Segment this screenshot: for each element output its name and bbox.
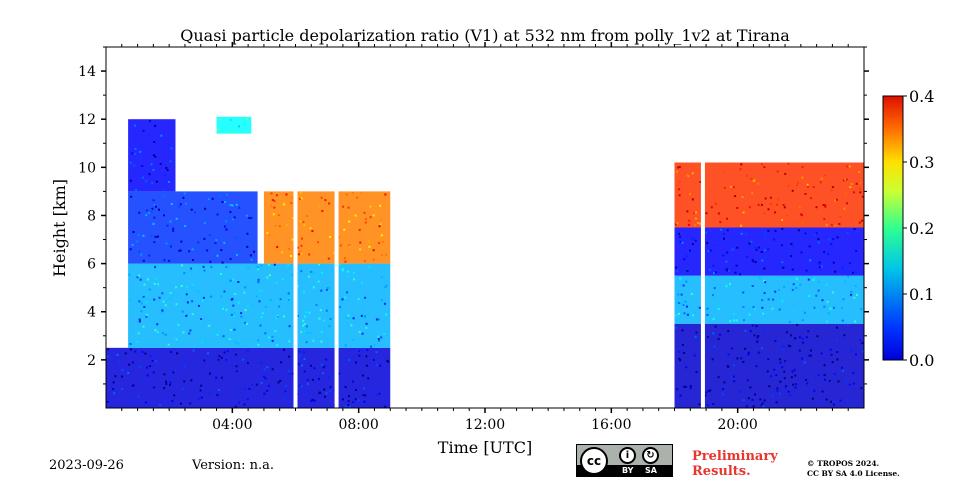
colorbar-tick-label-3: 0.3 bbox=[909, 153, 934, 172]
by-label: BY bbox=[622, 466, 634, 475]
preliminary-line1: Preliminary bbox=[692, 449, 778, 464]
sa-label: SA bbox=[645, 466, 657, 475]
heatmap-speckle-5 bbox=[266, 191, 388, 263]
colorbar-tick-label-0: 0.0 bbox=[909, 351, 934, 370]
copyright-notice: © TROPOS 2024. CC BY SA 4.0 License. bbox=[807, 459, 900, 479]
heatmap-speckle-9 bbox=[674, 162, 864, 227]
heatmap-layer-1 bbox=[128, 263, 391, 348]
depolarization-heatmap bbox=[106, 47, 864, 408]
footer-date: 2023-09-26 bbox=[49, 458, 124, 473]
data-gap-0 bbox=[293, 47, 298, 408]
colorbar-gradient bbox=[882, 95, 904, 361]
y-tick-label-3: 8 bbox=[87, 208, 96, 224]
copyright-line1: © TROPOS 2024. bbox=[807, 459, 880, 468]
y-tick-label-1: 4 bbox=[87, 305, 96, 321]
y-tick-label-0: 2 bbox=[87, 353, 96, 369]
x-tick-label-1: 08:00 bbox=[338, 417, 378, 433]
colorbar-tick-label-1: 0.1 bbox=[909, 285, 934, 304]
y-tick-label-6: 14 bbox=[78, 64, 96, 80]
heatmap-layer-2 bbox=[128, 191, 258, 264]
x-axis: 04:00 08:00 12:00 16:00 20:00 bbox=[121, 42, 849, 433]
heatmap-layer-8 bbox=[674, 227, 864, 276]
heatmap-speckle-2 bbox=[129, 191, 256, 264]
colorbar-tick-label-2: 0.2 bbox=[909, 219, 934, 238]
y-tick-label-4: 10 bbox=[78, 160, 96, 176]
heatmap-layer-3 bbox=[128, 119, 176, 192]
heatmap-layer-6 bbox=[674, 323, 864, 408]
y-axis-label: Height [km] bbox=[50, 179, 69, 277]
cc-badge-bar bbox=[577, 465, 672, 476]
heatmap-layer-0 bbox=[106, 347, 391, 408]
x-tick-label-4: 20:00 bbox=[717, 417, 757, 433]
heatmap-speckle-3 bbox=[129, 119, 175, 192]
heatmap-speckle-4 bbox=[217, 118, 248, 133]
preliminary-notice: Preliminary Results. bbox=[692, 449, 778, 479]
x-axis-label: Time [UTC] bbox=[438, 438, 532, 457]
cc-license-badge: cc i ↻ BY SA bbox=[576, 444, 673, 477]
x-tick-label-2: 12:00 bbox=[465, 417, 505, 433]
y-tick-label-5: 12 bbox=[78, 112, 96, 128]
heatmap-layer-5 bbox=[263, 191, 391, 264]
data-gap-2 bbox=[700, 47, 705, 408]
copyright-line2: CC BY SA 4.0 License. bbox=[807, 469, 900, 478]
colorbar: 0.0 0.1 0.2 0.3 0.4 bbox=[882, 87, 934, 370]
cc-logo-icon: cc bbox=[580, 447, 608, 475]
data-gap-1 bbox=[334, 47, 339, 408]
chart-title: Quasi particle depolarization ratio (V1)… bbox=[180, 26, 790, 45]
heatmap-layer-9 bbox=[674, 162, 864, 228]
heatmap-speckle-1 bbox=[128, 263, 388, 348]
share-alike-icon: ↻ bbox=[642, 447, 659, 464]
attribution-icon: i bbox=[619, 447, 636, 464]
y-axis: 2 4 6 8 10 12 14 bbox=[78, 46, 869, 385]
preliminary-line2: Results. bbox=[692, 464, 751, 479]
heatmap-speckle-6 bbox=[675, 323, 864, 408]
plot-area bbox=[105, 46, 865, 409]
y-tick-label-2: 6 bbox=[87, 257, 96, 273]
colorbar-ticks: 0.0 0.1 0.2 0.3 0.4 bbox=[903, 87, 934, 370]
colorbar-tick-label-4: 0.4 bbox=[909, 87, 934, 106]
heatmap-speckle-8 bbox=[675, 227, 858, 276]
x-tick-label-0: 04:00 bbox=[212, 417, 252, 433]
heatmap-speckle-7 bbox=[675, 275, 862, 324]
x-tick-label-3: 16:00 bbox=[591, 417, 631, 433]
footer-version: Version: n.a. bbox=[192, 458, 275, 473]
